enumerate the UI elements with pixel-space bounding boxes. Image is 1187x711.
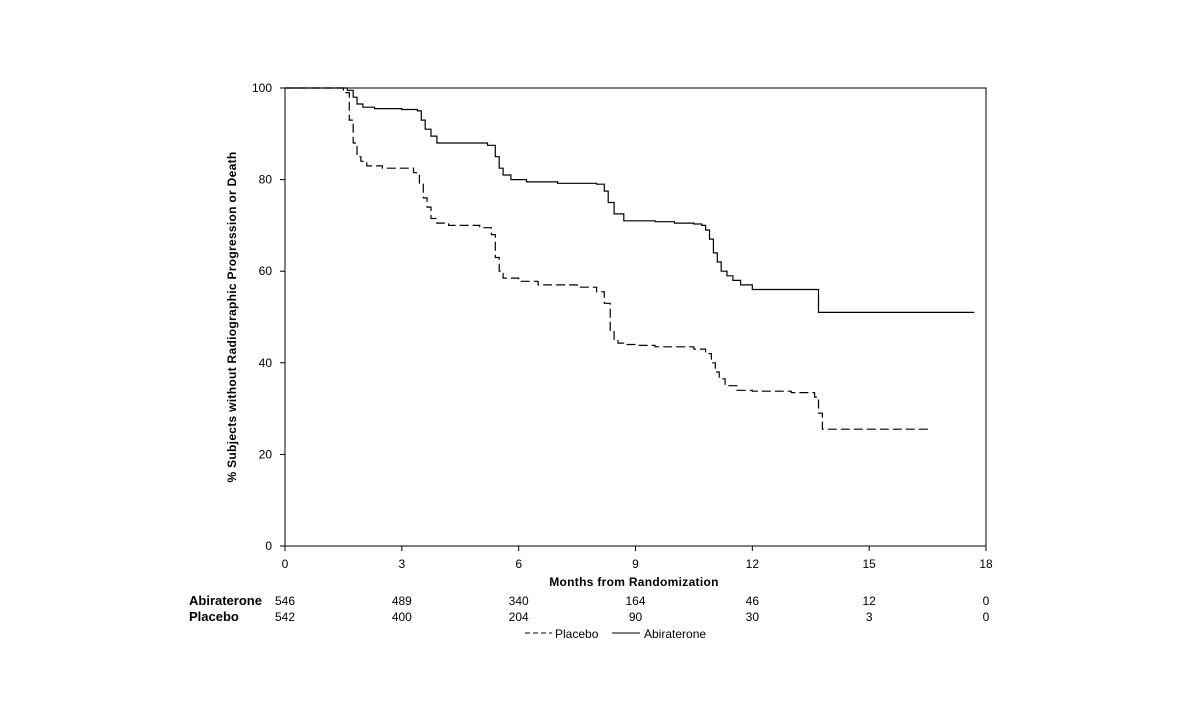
risk-count-abiraterone: 0 — [983, 594, 990, 608]
y-tick-label: 60 — [259, 264, 273, 278]
risk-count-abiraterone: 489 — [392, 594, 412, 608]
legend: Placebo Abiraterone — [525, 627, 706, 641]
x-tick-label: 18 — [979, 557, 993, 571]
risk-count-abiraterone: 164 — [625, 594, 645, 608]
y-tick-label: 100 — [252, 81, 272, 95]
plot-frame — [284, 87, 987, 547]
y-tick-label: 80 — [259, 173, 273, 187]
risk-count-placebo: 400 — [392, 610, 412, 624]
y-tick-label: 20 — [259, 447, 273, 461]
legend-label-placebo: Placebo — [555, 627, 599, 641]
series-line-placebo — [285, 87, 932, 430]
risk-count-abiraterone: 546 — [275, 594, 295, 608]
risk-count-placebo: 90 — [629, 610, 643, 624]
risk-count-placebo: 542 — [275, 610, 295, 624]
risk-count-placebo: 0 — [983, 610, 990, 624]
x-tick-label: 12 — [746, 557, 760, 571]
y-tick-label: 0 — [265, 539, 272, 553]
y-axis-ticks: 0 20 40 60 80 100 — [252, 81, 285, 553]
x-tick-label: 9 — [632, 557, 639, 571]
risk-row-label-placebo: Placebo — [189, 609, 239, 624]
x-tick-label: 3 — [398, 557, 405, 571]
y-tick-label: 40 — [259, 356, 273, 370]
risk-count-placebo: 3 — [866, 610, 873, 624]
risk-row-label-abiraterone: Abiraterone — [189, 593, 262, 608]
risk-count-abiraterone: 46 — [746, 594, 760, 608]
risk-table: Abiraterone Placebo 546 489 340 164 46 12 0 542… — [189, 593, 990, 624]
x-tick-label: 6 — [515, 557, 522, 571]
y-axis-title: % Subjects without Radiographic Progress… — [225, 152, 239, 483]
risk-count-placebo: 204 — [509, 610, 529, 624]
x-tick-label: 15 — [862, 557, 876, 571]
x-tick-label: 0 — [282, 557, 289, 571]
x-axis-ticks: 0 3 6 9 12 15 18 — [282, 546, 993, 571]
risk-count-placebo: 30 — [746, 610, 760, 624]
legend-label-abiraterone: Abiraterone — [644, 627, 706, 641]
risk-count-abiraterone: 12 — [862, 594, 876, 608]
series-line-abiraterone — [285, 87, 975, 313]
x-axis-title: Months from Randomization — [549, 575, 719, 589]
risk-count-abiraterone: 340 — [509, 594, 529, 608]
series-lines — [285, 87, 975, 430]
